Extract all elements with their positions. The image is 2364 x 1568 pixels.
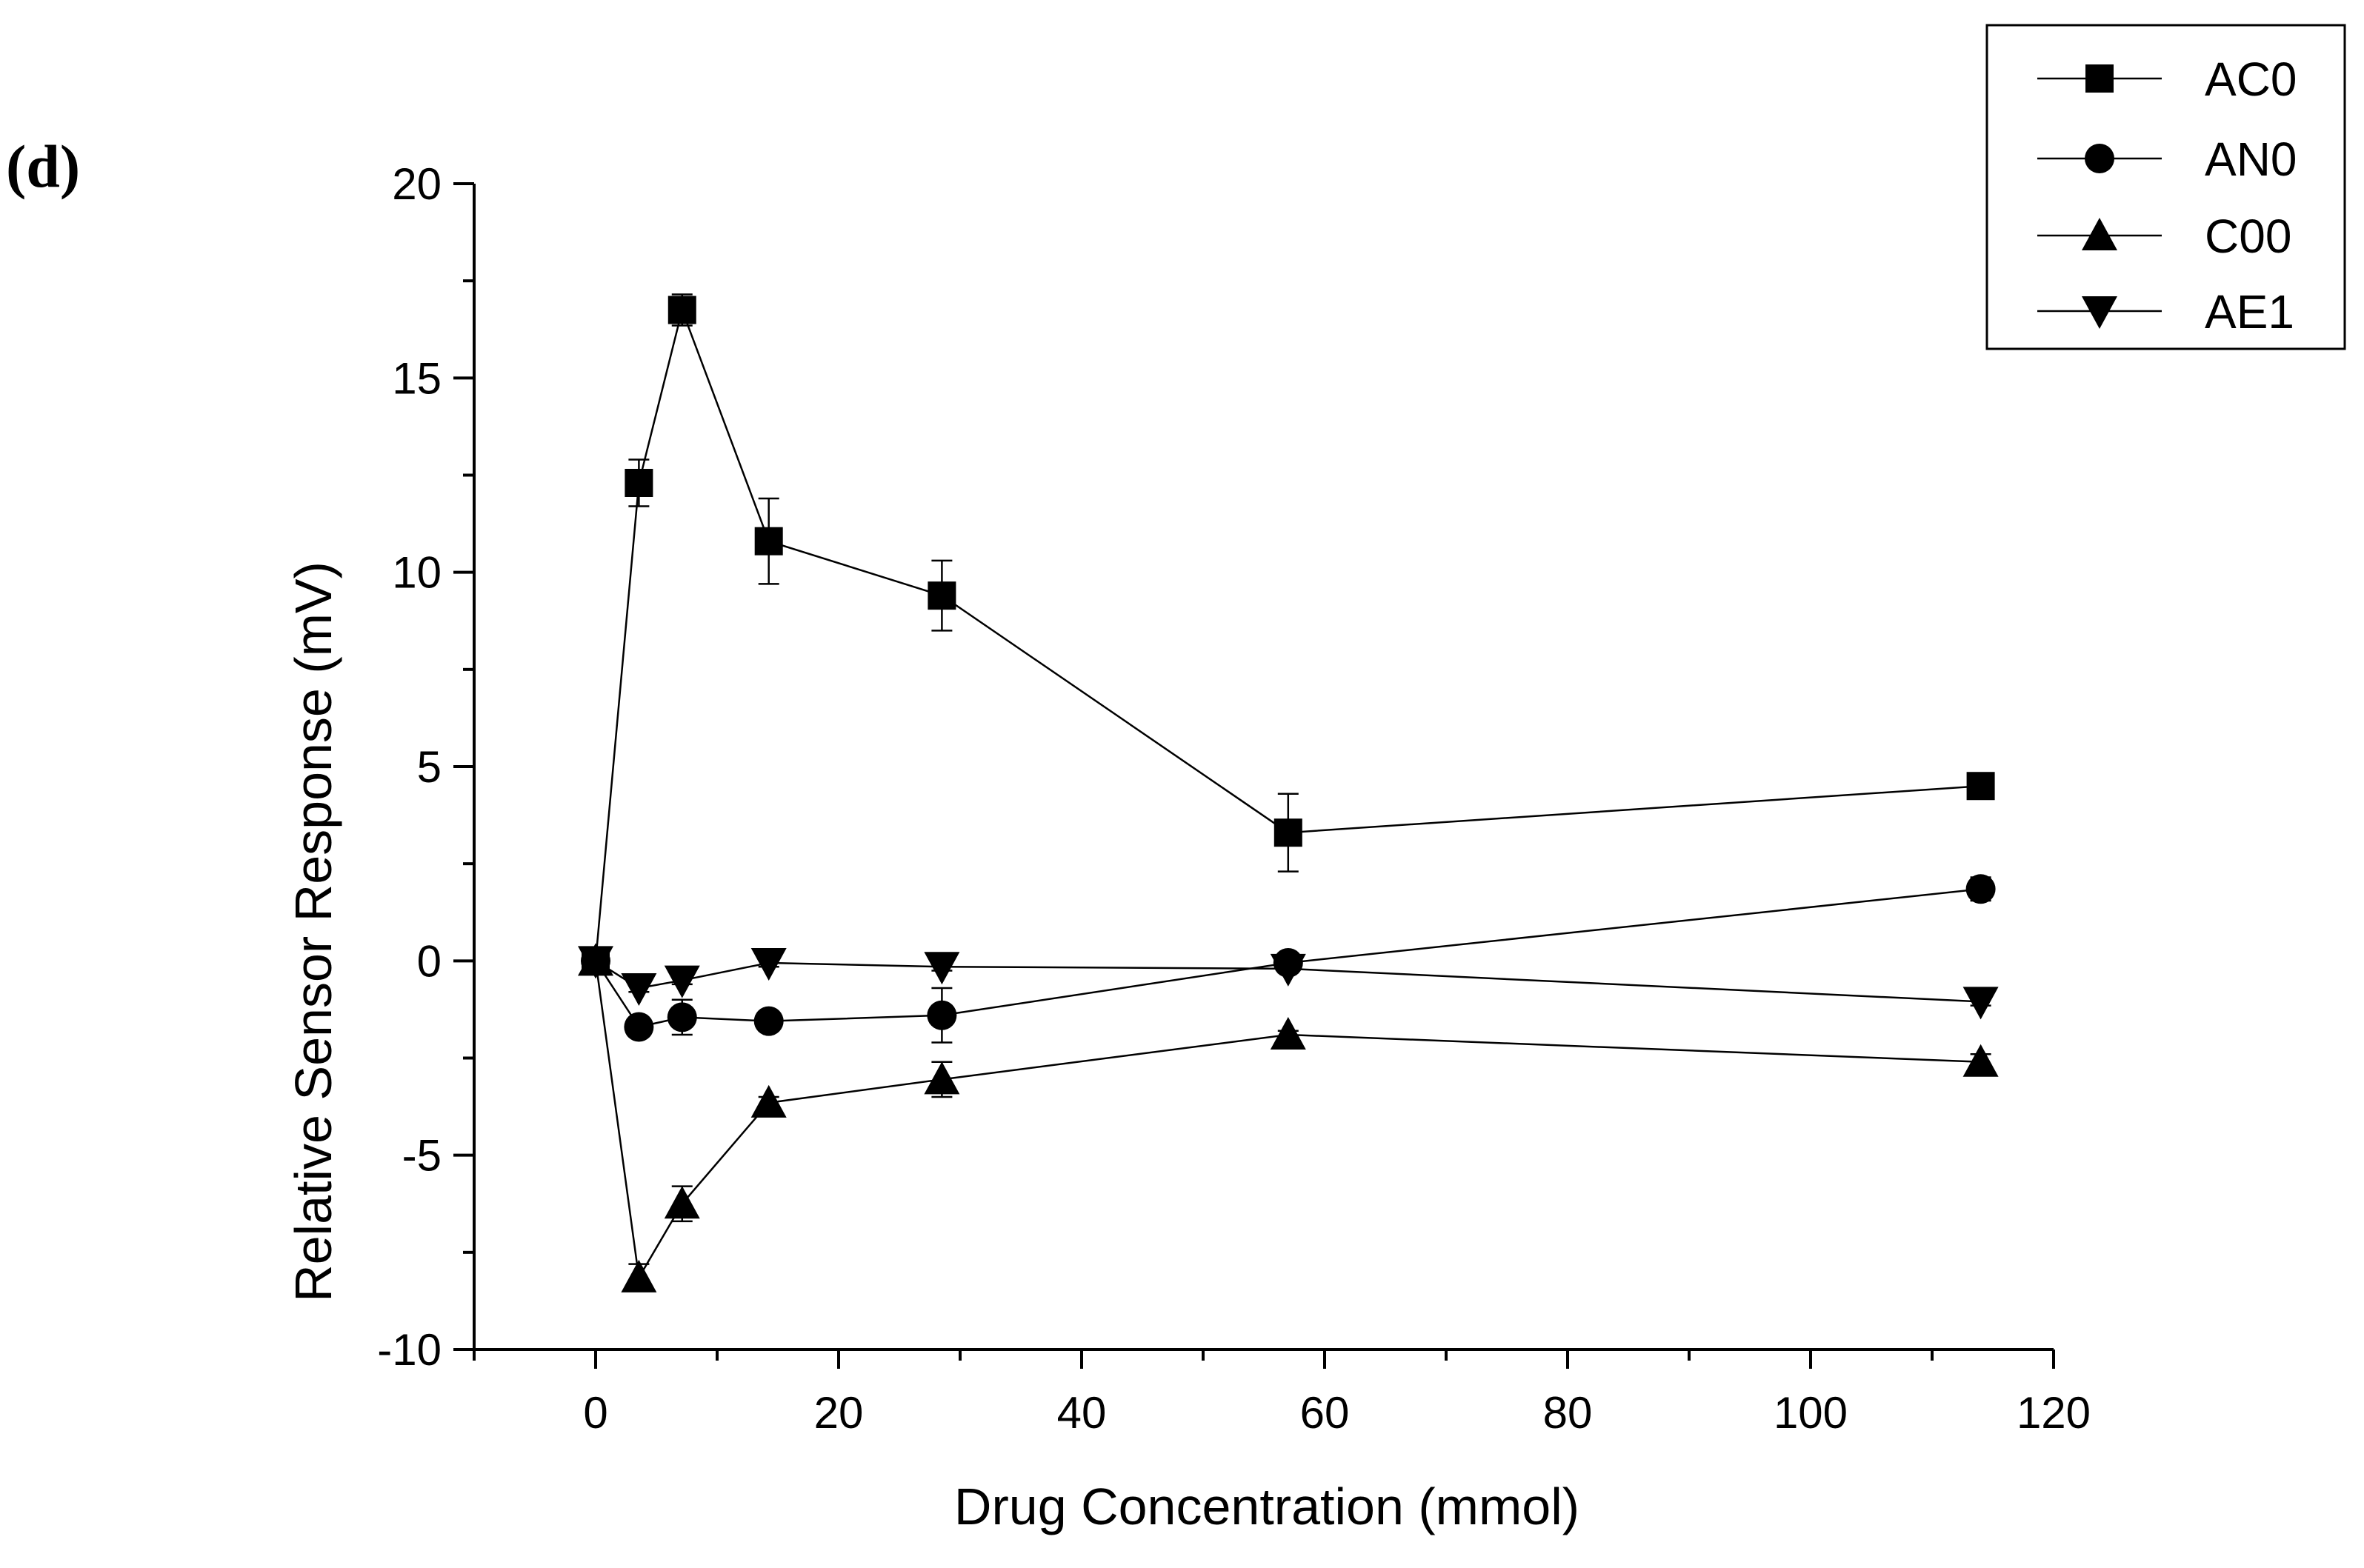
y-tick-label: 5 xyxy=(417,742,442,792)
data-point-ae1 xyxy=(750,947,787,981)
legend-item-c00: C00 xyxy=(2037,210,2291,263)
data-point-c00 xyxy=(924,1061,960,1095)
panel-label: (d) xyxy=(6,133,80,200)
data-point-c00 xyxy=(1270,1017,1306,1050)
data-point-ac0 xyxy=(754,527,783,556)
data-point-ac0 xyxy=(928,581,956,610)
legend-label-c00: C00 xyxy=(2205,210,2291,263)
x-tick-label: 40 xyxy=(1057,1388,1107,1438)
legend-label-an0: AN0 xyxy=(2205,133,2297,186)
legend-marker-ac0 xyxy=(2085,64,2114,93)
legend-label-ae1: AE1 xyxy=(2205,285,2294,338)
data-point-ae1 xyxy=(664,965,700,998)
data-point-an0 xyxy=(1965,874,1996,904)
data-point-an0 xyxy=(667,1002,697,1032)
y-tick-label: 15 xyxy=(392,353,442,403)
data-point-ae1 xyxy=(621,973,657,1007)
y-axis-title: Relative Sensor Response (mV) xyxy=(284,561,342,1302)
x-tick-label: 80 xyxy=(1543,1388,1593,1438)
data-point-c00 xyxy=(621,1259,657,1292)
x-tick-label: 120 xyxy=(2017,1388,2091,1438)
data-point-c00 xyxy=(1962,1044,1999,1077)
y-tick-label: -5 xyxy=(402,1131,442,1181)
data-point-c00 xyxy=(750,1084,787,1118)
legend-item-ac0: AC0 xyxy=(2037,53,2297,106)
data-point-ac0 xyxy=(1966,772,1995,801)
legend-marker-ae1 xyxy=(2082,296,2117,329)
series-ae1 xyxy=(578,946,1999,1020)
data-point-ae1 xyxy=(1270,953,1306,987)
legend-marker-c00 xyxy=(2082,218,2117,250)
y-tick-label: 10 xyxy=(392,548,442,598)
series-ac0 xyxy=(582,293,1995,975)
x-tick-label: 60 xyxy=(1300,1388,1350,1438)
data-point-ac0 xyxy=(1273,818,1302,847)
x-tick-label: 20 xyxy=(814,1388,864,1438)
y-tick-label: 20 xyxy=(392,159,442,209)
data-point-ae1 xyxy=(924,952,960,985)
legend-label-ac0: AC0 xyxy=(2205,53,2297,106)
legend: AC0 AN0 C00 AE1 xyxy=(1985,24,2346,350)
legend-item-ae1: AE1 xyxy=(2037,285,2294,338)
data-point-an0 xyxy=(624,1012,654,1042)
data-point-ac0 xyxy=(625,468,653,497)
y-tick-label: -10 xyxy=(377,1325,442,1375)
x-tick-label: 100 xyxy=(1774,1388,1848,1438)
legend-item-an0: AN0 xyxy=(2037,133,2297,186)
series-c00 xyxy=(578,943,1999,1292)
data-point-ae1 xyxy=(578,946,613,979)
legend-marker-an0 xyxy=(2085,144,2114,173)
data-point-c00 xyxy=(664,1186,700,1219)
x-axis-title: Drug Concentration (mmol) xyxy=(954,1478,1579,1535)
data-point-an0 xyxy=(927,1000,957,1030)
y-tick-label: 0 xyxy=(417,936,442,986)
data-point-ac0 xyxy=(667,296,696,324)
data-point-an0 xyxy=(753,1006,784,1036)
series-line-c00 xyxy=(594,961,1981,1281)
data-point-ae1 xyxy=(1962,987,1999,1020)
x-tick-label: 0 xyxy=(583,1388,607,1438)
